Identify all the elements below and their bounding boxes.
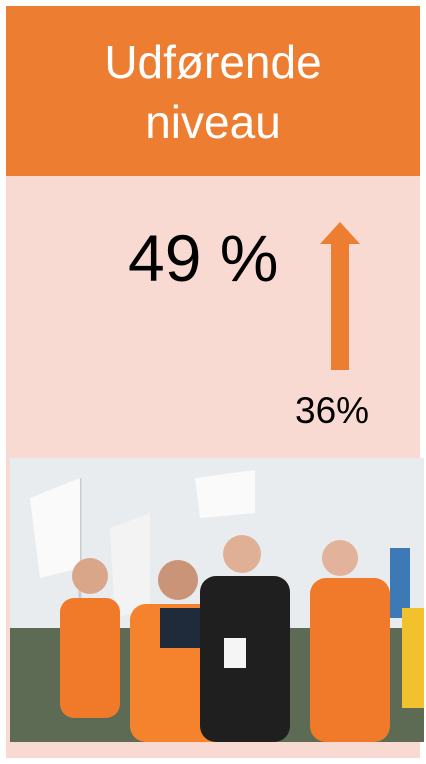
title: Udførende niveau [63,32,363,152]
stat-previous: 36% [295,390,369,432]
up-arrow [318,222,362,372]
photo [10,458,424,742]
stat-value: 49 % [128,220,278,296]
card: Udførende niveau 49 % 36% [6,6,420,758]
header: Udførende niveau [6,6,420,176]
page: Udførende niveau 49 % 36% (() => { const… [0,0,426,764]
